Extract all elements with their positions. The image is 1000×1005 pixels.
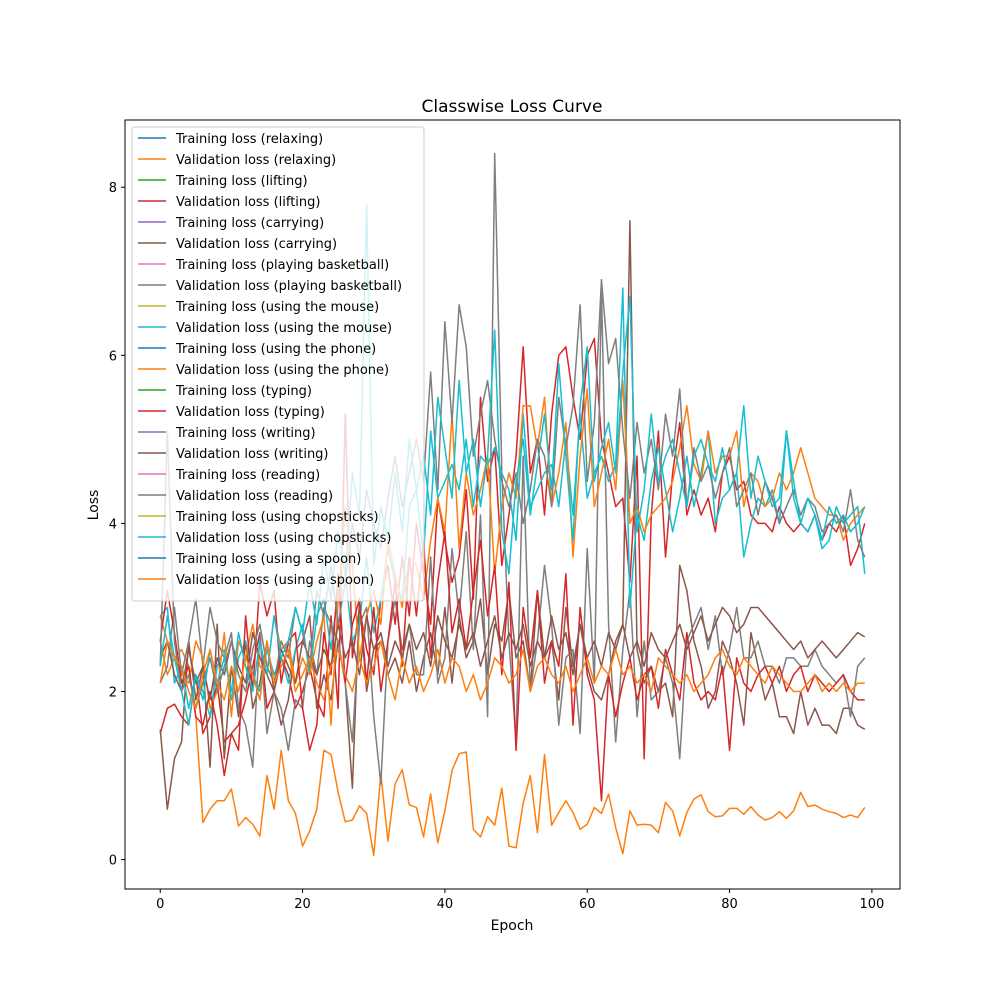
legend-label-16: Training loss (reading) xyxy=(175,468,320,483)
y-tick-label: 6 xyxy=(109,349,117,364)
legend-label-8: Training loss (using the mouse) xyxy=(175,300,379,315)
legend-label-15: Validation loss (writing) xyxy=(176,447,329,462)
legend-label-7: Validation loss (playing basketball) xyxy=(176,279,402,294)
legend-box xyxy=(131,126,425,602)
legend-label-2: Training loss (lifting) xyxy=(175,174,308,189)
x-tick-label: 0 xyxy=(156,897,164,912)
x-axis-label: Epoch xyxy=(491,918,534,934)
series-line-1 xyxy=(159,640,866,857)
legend-label-3: Validation loss (lifting) xyxy=(176,195,321,210)
legend-label-20: Training loss (using a spoon) xyxy=(175,552,361,567)
x-tick-label: 20 xyxy=(294,897,311,912)
legend-label-21: Validation loss (using a spoon) xyxy=(176,573,374,588)
series-line-5 xyxy=(159,220,866,810)
legend-label-4: Training loss (carrying) xyxy=(175,216,324,231)
legend-label-9: Validation loss (using the mouse) xyxy=(176,321,392,336)
legend-label-5: Validation loss (carrying) xyxy=(176,237,337,252)
y-tick-label: 0 xyxy=(109,854,117,869)
y-tick-label: 4 xyxy=(109,517,117,532)
legend-label-19: Validation loss (using chopsticks) xyxy=(176,531,391,546)
x-tick-label: 60 xyxy=(579,897,596,912)
legend-label-1: Validation loss (relaxing) xyxy=(176,153,336,168)
x-axis-ticks: 0 20 40 60 80 100 xyxy=(156,889,884,912)
x-tick-label: 100 xyxy=(859,897,884,912)
y-axis-label: Loss xyxy=(86,490,102,521)
series-line-21 xyxy=(159,640,865,710)
series-line-7 xyxy=(159,152,866,785)
legend-label-18: Training loss (using chopsticks) xyxy=(175,510,379,525)
x-tick-label: 40 xyxy=(437,897,454,912)
x-tick-label: 80 xyxy=(721,897,738,912)
chart-title: Classwise Loss Curve xyxy=(422,97,603,117)
series-line-19 xyxy=(159,203,866,726)
legend-label-13: Validation loss (typing) xyxy=(176,405,325,420)
plot-frame xyxy=(124,119,901,890)
series-line-15 xyxy=(159,606,866,701)
legend-label-17: Validation loss (reading) xyxy=(176,489,333,504)
series-line-17 xyxy=(159,278,866,710)
legend: Training loss (relaxing) Validation loss … xyxy=(131,126,425,602)
y-tick-label: 2 xyxy=(109,685,117,700)
legend-label-11: Validation loss (using the phone) xyxy=(176,363,389,378)
series-lines xyxy=(159,152,866,857)
legend-label-12: Training loss (typing) xyxy=(175,384,312,399)
legend-label-6: Training loss (playing basketball) xyxy=(175,258,389,273)
legend-label-0: Training loss (relaxing) xyxy=(175,132,323,147)
legend-label-10: Training loss (using the phone) xyxy=(175,342,376,357)
y-axis-ticks: 0 2 4 6 8 xyxy=(109,181,125,869)
legend-label-14: Training loss (writing) xyxy=(175,426,316,441)
y-tick-label: 8 xyxy=(109,181,117,196)
